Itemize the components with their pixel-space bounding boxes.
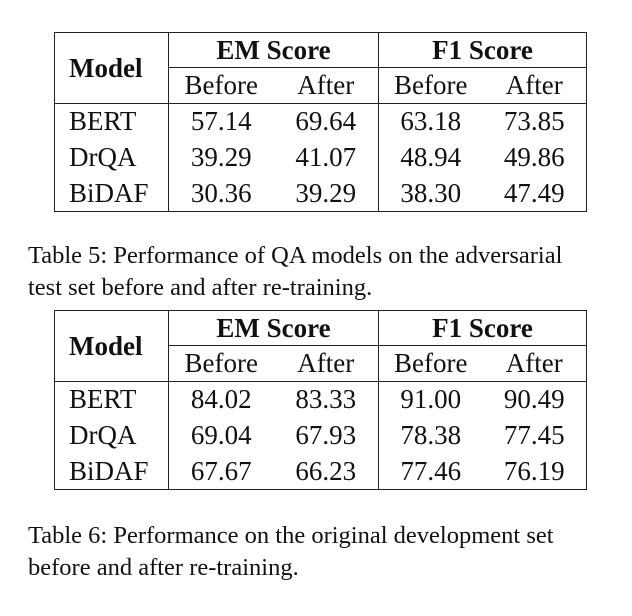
f1-after-cell: 77.45 bbox=[503, 420, 565, 450]
f1-before-cell: 63.18 bbox=[378, 103, 483, 140]
em-score-header: EM Score bbox=[167, 32, 379, 68]
em-before-cell: 84.02 bbox=[168, 381, 274, 418]
model-name-cell: BiDAF bbox=[69, 455, 149, 486]
table-5: Model EM Score F1 Score Before After Bef… bbox=[54, 32, 588, 212]
em-before-cell: 67.67 bbox=[168, 453, 274, 490]
model-column-header: Model bbox=[69, 52, 143, 83]
em-before-header: Before bbox=[168, 67, 274, 104]
model-name-cell: BERT bbox=[54, 103, 169, 140]
caption-line: Table 5: Performance of QA models on the… bbox=[28, 242, 563, 269]
model-column-header: Model bbox=[69, 330, 143, 361]
em-after-cell: 66.23 bbox=[295, 455, 357, 486]
table-row: BiDAF 67.67 66.23 77.46 76.19 bbox=[55, 453, 587, 490]
f1-after-cell: 90.49 bbox=[482, 381, 587, 418]
f1-before-header: Before bbox=[378, 345, 483, 382]
f1-before-cell: 78.38 bbox=[378, 417, 483, 454]
f1-before-cell: 38.30 bbox=[378, 175, 483, 212]
em-after-cell: 83.33 bbox=[273, 381, 379, 418]
caption-line: test set before and after re-training. bbox=[28, 274, 373, 301]
em-score-header: EM Score bbox=[167, 310, 379, 346]
model-name-cell: BiDAF bbox=[69, 177, 149, 208]
f1-before-header: Before bbox=[378, 67, 483, 104]
table-row: BiDAF 30.36 39.29 38.30 47.49 bbox=[55, 175, 587, 212]
f1-before-cell: 91.00 bbox=[378, 381, 483, 418]
caption-line: before and after re-training. bbox=[28, 554, 299, 581]
caption-line: Table 6: Performance on the original dev… bbox=[28, 522, 554, 549]
model-name-cell: DrQA bbox=[69, 142, 137, 172]
table-6: Model EM Score F1 Score Before After Bef… bbox=[54, 310, 588, 490]
f1-after-cell: 76.19 bbox=[503, 455, 565, 486]
f1-after-cell: 73.85 bbox=[482, 103, 587, 140]
em-before-cell: 69.04 bbox=[168, 417, 274, 454]
f1-score-header: F1 Score bbox=[378, 310, 587, 346]
em-before-cell: 30.36 bbox=[168, 175, 274, 212]
em-before-header: Before bbox=[168, 345, 274, 382]
table-row: DrQA 69.04 67.93 78.38 77.45 bbox=[55, 417, 587, 454]
model-name-cell: DrQA bbox=[69, 420, 137, 450]
table-row: BERT 84.02 83.33 91.00 90.49 bbox=[54, 381, 587, 418]
table-row: DrQA 39.29 41.07 48.94 49.86 bbox=[55, 139, 587, 176]
em-after-cell: 69.64 bbox=[273, 103, 379, 140]
table-5-caption: Table 5: Performance of QA models on the… bbox=[28, 240, 618, 304]
em-before-cell: 39.29 bbox=[168, 139, 274, 176]
f1-after-cell: 47.49 bbox=[503, 177, 565, 208]
em-after-cell: 39.29 bbox=[295, 177, 357, 208]
f1-after-header: After bbox=[505, 70, 563, 100]
table-6-caption: Table 6: Performance on the original dev… bbox=[28, 520, 618, 584]
table-row: BERT 57.14 69.64 63.18 73.85 bbox=[54, 103, 587, 140]
em-after-header: After bbox=[297, 70, 355, 100]
f1-before-cell: 77.46 bbox=[378, 453, 483, 490]
f1-score-header: F1 Score bbox=[378, 32, 587, 68]
model-name-cell: BERT bbox=[54, 381, 169, 418]
em-before-cell: 57.14 bbox=[168, 103, 274, 140]
em-after-cell: 41.07 bbox=[295, 142, 357, 172]
f1-after-header: After bbox=[505, 348, 563, 378]
em-after-header: After bbox=[297, 348, 355, 378]
f1-before-cell: 48.94 bbox=[378, 139, 483, 176]
f1-after-cell: 49.86 bbox=[503, 142, 565, 172]
em-after-cell: 67.93 bbox=[295, 420, 357, 450]
